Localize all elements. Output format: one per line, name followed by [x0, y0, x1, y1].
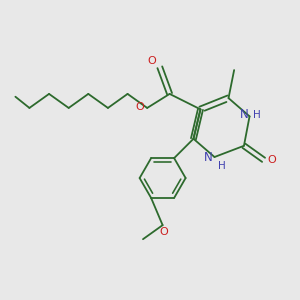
Text: N: N [239, 108, 248, 122]
Text: O: O [267, 155, 276, 165]
Text: H: H [218, 161, 226, 171]
Text: O: O [148, 56, 156, 66]
Text: O: O [159, 226, 168, 237]
Text: H: H [253, 110, 261, 120]
Text: O: O [135, 102, 144, 112]
Text: N: N [204, 151, 213, 164]
